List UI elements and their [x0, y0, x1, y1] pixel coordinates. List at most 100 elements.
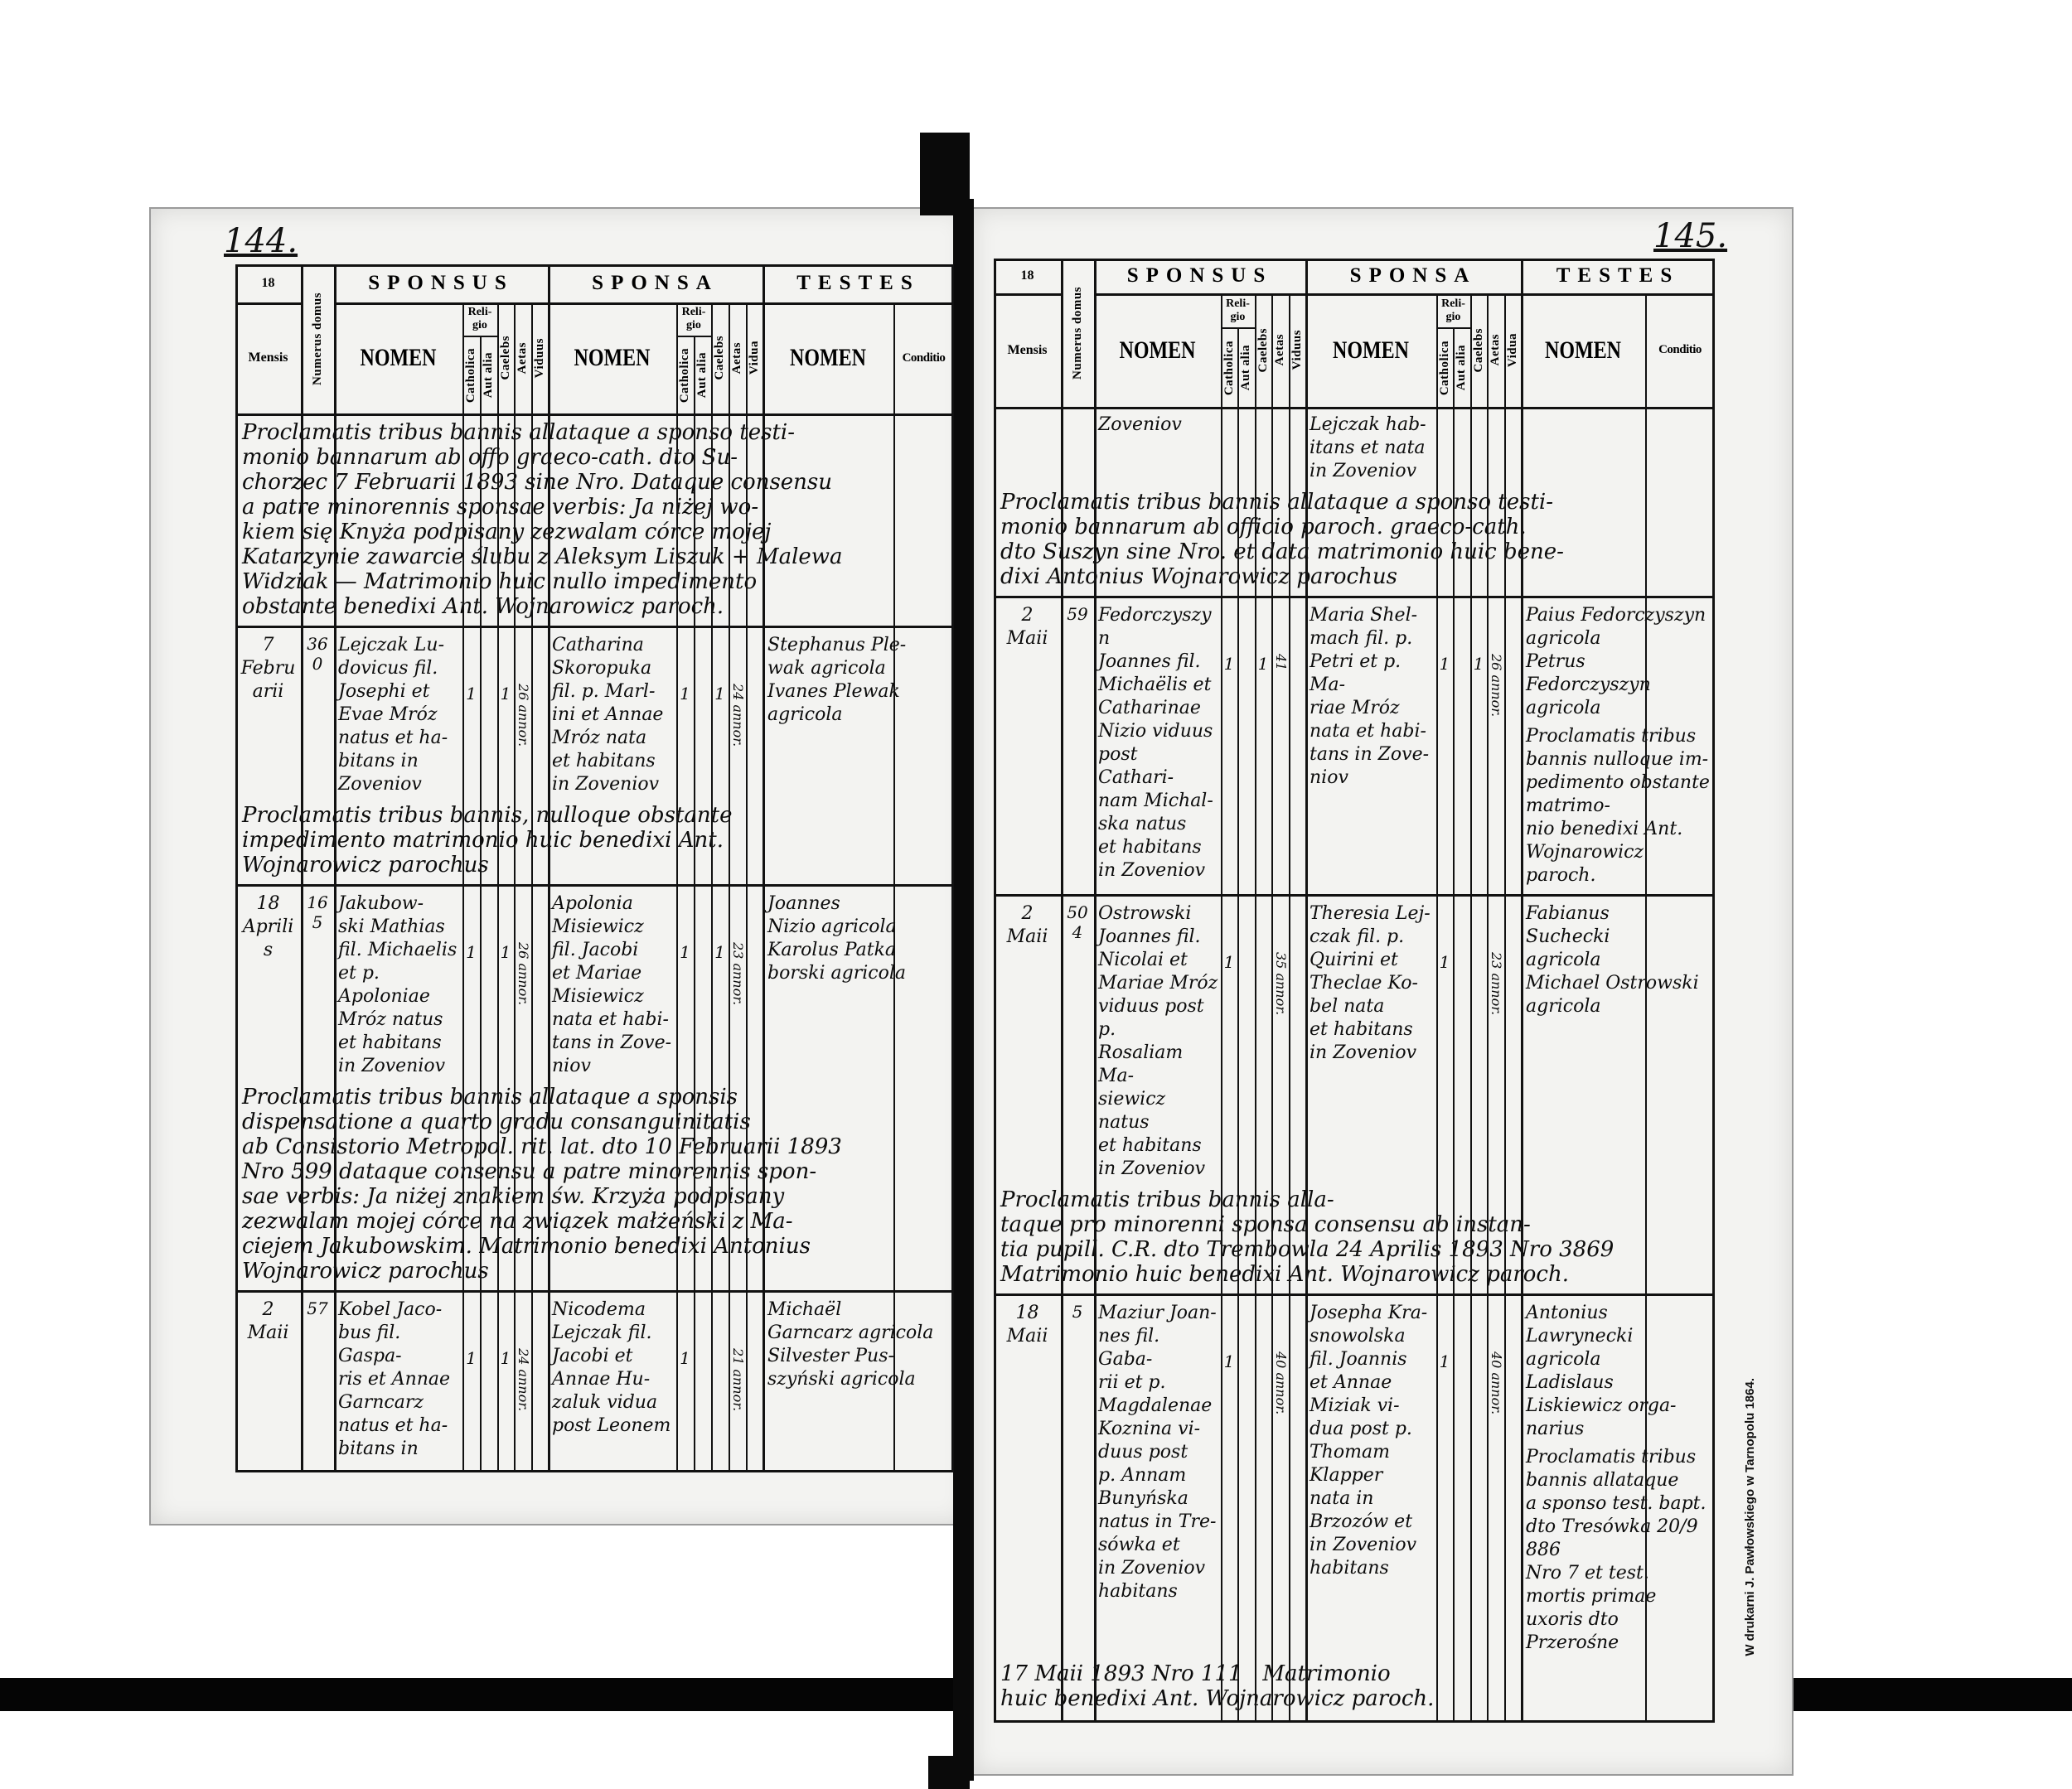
entry-sponsus-catholica: 1 [1223, 654, 1235, 674]
entry-sponsus-catholica: 1 [466, 684, 477, 704]
right-column-line [1221, 293, 1222, 1723]
left-column-line [531, 302, 533, 1472]
right-column-line [1289, 293, 1290, 1723]
right-row-separator [994, 596, 1715, 598]
proclamation-note: Proclamatis tribus bannis allataque a sp… [242, 420, 843, 619]
left-row-separator [235, 884, 954, 887]
left-header-sponsa: SPONSA [592, 272, 719, 294]
left-column-line [694, 336, 695, 1472]
entry-sponsa-catholica: 1 [680, 684, 690, 704]
entry-sponsus-nomen: Lejczak Lu- dovicus fil. Josephi et Evae… [338, 635, 448, 795]
left-page-number: 144. [224, 222, 298, 260]
entry-sponsa-nomen: Apolonia Misiewicz fil. Jacobi et Mariae… [552, 893, 672, 1076]
entry-sponsus-nomen: Maziur Joan- nes fil. Gaba- rii et p. Ma… [1098, 1303, 1217, 1602]
entry-sponsa-aetas: 40 annor. [1489, 1351, 1504, 1415]
entry-sponsa-aetas: 23 annor. [1489, 952, 1504, 1016]
left-column-line [334, 264, 336, 1472]
right-sponsa-religio-header: Reli- gio [1441, 297, 1465, 323]
right-column-line [1271, 293, 1273, 1723]
left-column-line [893, 302, 895, 1472]
entry-sponsus-aetas: 35 annor. [1273, 952, 1289, 1016]
right-header-mensis: Mensis [1007, 342, 1048, 357]
entry-numerus-domus: 504 [1067, 902, 1088, 942]
left-header-mensis: Mensis [248, 351, 288, 365]
entry-sponsa-catholica: 1 [680, 1348, 690, 1368]
right-header-bottom-line [994, 407, 1715, 409]
entry-mensis: 7 Februarii [240, 635, 296, 702]
entry-sponsa-nomen: Nicodema Lejczak fil. Jacobi et Annae Hu… [552, 1299, 671, 1436]
left-header-bottom-line [235, 413, 954, 416]
entry-sponsus-aetas: 26 annor. [516, 942, 531, 1006]
entry-sponsa-nomen: Catharina Skoropuka fil. p. Marl- ini et… [552, 635, 664, 795]
book-spine [953, 199, 974, 1781]
right-header-testes: TESTES [1556, 264, 1680, 287]
right-column-line [1470, 293, 1472, 1723]
left-column-line [462, 302, 464, 1472]
left-header-testes: TESTES [796, 272, 920, 294]
left-header-sponsus-nomen: NOMEN [360, 344, 437, 371]
right-column-line [1645, 293, 1647, 1723]
entry-sponsus-nomen: Jakubow- ski Mathias fil. Michaelis et p… [338, 893, 457, 1076]
left-sponsus-religio-header: Reli- gio [467, 306, 492, 331]
right-row-separator [994, 894, 1715, 897]
entry-mensis: 18 Aprilis [242, 893, 294, 960]
entry-sponsa-nomen: Maria Shel- mach fil. p. Petri et p. Ma-… [1310, 605, 1430, 788]
left-column-line [746, 302, 748, 1472]
entry-sponsa-caelebs: 1 [714, 942, 725, 962]
right-header-sponsa: SPONSA [1349, 264, 1477, 287]
right-column-line [1237, 327, 1239, 1723]
right-header-testes-nomen: NOMEN [1545, 336, 1621, 364]
entry-sponsus-catholica: 1 [466, 1348, 477, 1368]
left-column-line [480, 336, 482, 1472]
left-header-sponsa-nomen: NOMEN [574, 344, 651, 371]
entry-mensis: 2 Maii [247, 1299, 289, 1343]
left-row-separator [235, 626, 954, 628]
entry-testes-nomen: Fabianus Suchecki agricola Michael Ostro… [1526, 903, 1699, 1017]
right-header-sponsa-nomen: NOMEN [1333, 336, 1409, 364]
proclamation-note: Proclamatis tribus bannis nulloque im- p… [1526, 726, 1710, 886]
right-column-line [1094, 259, 1097, 1723]
right-sponsus-religio-header: Reli- gio [1226, 297, 1250, 323]
right-column-line [1436, 293, 1438, 1723]
right-continued-sponsa: Lejczak hab- itans et nata in Zoveniov [1310, 414, 1426, 481]
entry-sponsa-catholica: 1 [1439, 654, 1450, 674]
entry-sponsa-catholica: 1 [680, 942, 690, 962]
left-row-separator [235, 1290, 954, 1293]
entry-sponsus-caelebs: 1 [1257, 654, 1269, 674]
entry-sponsa-aetas: 26 annor. [1489, 654, 1504, 718]
entry-testes-nomen: Paius Fedorczyszyn agricola Petrus Fedor… [1526, 605, 1706, 718]
right-header-sponsus: SPONSUS [1126, 264, 1273, 287]
entry-sponsus-nomen: Fedorczyszyn Joannes fil. Michaëlis et C… [1098, 605, 1213, 881]
left-header-divider [235, 302, 301, 305]
left-column-line [301, 264, 303, 1472]
left-header-testes-nomen: NOMEN [790, 344, 866, 371]
entry-numerus-domus: 5 [1072, 1302, 1083, 1322]
left-table-border [235, 264, 954, 1472]
right-page-number: 145. [1653, 217, 1728, 255]
binding-tab-bottom [928, 1756, 970, 1789]
entry-sponsa-catholica: 1 [1439, 952, 1450, 972]
right-header-divider [1094, 293, 1715, 296]
left-column-line [548, 264, 550, 1472]
entry-numerus-domus: 59 [1067, 604, 1088, 624]
right-column-line [1521, 259, 1523, 1723]
entry-numerus-domus: 57 [307, 1298, 328, 1318]
entry-sponsus-aetas: 41 [1273, 654, 1289, 671]
entry-sponsus-caelebs: 1 [500, 942, 511, 962]
entry-testes-nomen: Antonius Lawrynecki agricola Ladislaus L… [1526, 1303, 1677, 1439]
right-column-line [1504, 293, 1506, 1723]
entry-mensis: 2 Maii [1006, 605, 1048, 649]
left-column-line [729, 302, 730, 1472]
entry-sponsa-caelebs: 1 [1473, 654, 1484, 674]
entry-sponsa-caelebs: 1 [714, 684, 725, 704]
entry-testes-nomen: Joannes Nizio agricola Karolus Patka bor… [767, 893, 906, 984]
entry-sponsa-nomen: Josepha Kra- snowolska fil. Joannis et A… [1310, 1303, 1428, 1579]
left-header-sponsus: SPONSUS [368, 272, 514, 294]
entry-sponsa-catholica: 1 [1439, 1351, 1450, 1371]
left-column-line [676, 302, 678, 1472]
binding-tab-top [920, 133, 970, 215]
left-sponsa-religio-header: Reli- gio [681, 306, 706, 331]
left-column-line [762, 264, 765, 1472]
proclamation-note: 17 Maii 1893 Nro 111 Matrimonio huic ben… [1000, 1661, 1435, 1711]
entry-sponsus-caelebs: 1 [500, 684, 511, 704]
